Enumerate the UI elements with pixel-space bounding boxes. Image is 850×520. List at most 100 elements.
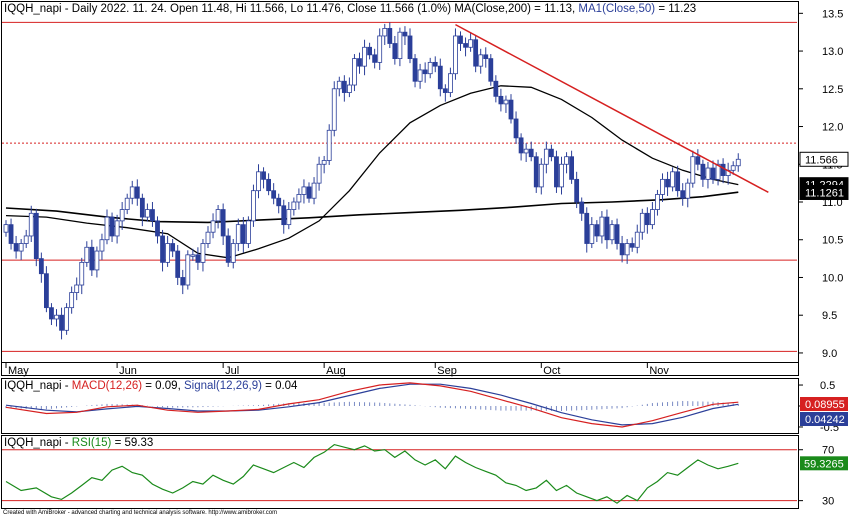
candle-body-79 — [402, 31, 408, 37]
candle-body-86 — [437, 65, 443, 90]
price-badge-box-2 — [799, 184, 849, 200]
rsi-panel-frame — [1, 435, 799, 509]
candle-body-140 — [710, 167, 716, 180]
x-tick-label-6: Nov — [649, 365, 669, 377]
candle-body-125 — [634, 231, 640, 248]
header-sep: - — [62, 3, 72, 15]
candle-body-69 — [352, 58, 357, 86]
candle-body-52 — [266, 178, 272, 192]
candle-body-25 — [129, 186, 135, 199]
candle-body-87 — [442, 88, 448, 93]
price-tick-label-1: 13.0 — [822, 46, 843, 58]
candle-body-29 — [150, 209, 155, 222]
rsi-tick-label-1: 30 — [822, 496, 834, 508]
candle-body-84 — [427, 61, 433, 75]
candle-body-20 — [104, 216, 110, 241]
candle-body-48 — [245, 220, 251, 244]
rsi-badge-box-0 — [800, 456, 848, 471]
macd-badge-box-1 — [800, 412, 848, 426]
candle-body-46 — [235, 224, 241, 244]
candle-body-65 — [331, 88, 337, 131]
rsi-header-symbol: IQQH_napi — [4, 437, 62, 449]
header-ma50-label: MA1(Close,50) — [578, 3, 655, 15]
candle-body-121 — [614, 224, 620, 244]
candle-body-94 — [478, 54, 484, 67]
candle-body-19 — [99, 239, 105, 252]
rsi-tick-label-0: 70 — [822, 445, 834, 457]
candle-body-72 — [367, 46, 373, 56]
rsi-axis: 70 30 — [798, 445, 834, 508]
candle-body-6 — [33, 212, 39, 260]
candle-body-101 — [513, 118, 519, 139]
candle-body-137 — [695, 156, 701, 165]
candle-body-28 — [144, 209, 150, 218]
macd-lines — [5, 382, 739, 428]
candle-body-76 — [387, 28, 393, 44]
candle-body-11 — [59, 314, 64, 331]
macd-tick-label-0: 0.5 — [820, 380, 835, 392]
candle-body-82 — [417, 69, 423, 82]
candle-body-55 — [281, 205, 287, 226]
macd-header: IQQH_napi - MACD(12,26) = 0.09, Signal(1… — [4, 380, 298, 392]
price-tick-label-9: 9.0 — [822, 348, 837, 360]
candle-body-110 — [559, 163, 564, 188]
candle-body-63 — [321, 160, 327, 165]
candle-body-49 — [251, 190, 256, 222]
candle-body-4 — [23, 235, 29, 244]
macd-badge-label-0: 0.08955 — [805, 399, 845, 411]
candle-body-118 — [599, 216, 605, 237]
candle-body-131 — [665, 178, 670, 188]
candle-body-34 — [175, 250, 181, 278]
candle-body-114 — [579, 201, 585, 214]
candle-body-107 — [543, 148, 549, 165]
candle-body-74 — [377, 35, 383, 63]
candle-body-3 — [18, 243, 24, 252]
candle-body-10 — [54, 314, 59, 320]
candle-body-37 — [190, 254, 196, 257]
candle-body-89 — [453, 35, 458, 75]
candle-body-2 — [13, 243, 19, 252]
x-tick-label-3: Aug — [326, 365, 346, 377]
macd-header-symbol: IQQH_napi — [4, 380, 62, 392]
price-tick-label-7: 10.0 — [822, 272, 843, 284]
candle-body-90 — [458, 35, 463, 44]
x-tick-label-4: Sep — [437, 365, 457, 377]
rsi-line — [5, 443, 739, 504]
candle-body-35 — [180, 277, 186, 286]
candle-body-16 — [84, 246, 90, 263]
rsi-header: IQQH_napi - RSI(15) = 59.33 — [4, 437, 153, 449]
candle-body-81 — [412, 58, 418, 82]
price-header: IQQH_napi - Daily 2022. 11. 24. Open 11.… — [4, 3, 696, 15]
candle-body-40 — [205, 231, 211, 244]
price-badge-box-0 — [799, 151, 849, 167]
candle-body-62 — [316, 163, 322, 184]
candle-body-14 — [74, 284, 80, 293]
candle-body-51 — [261, 171, 266, 180]
candle-body-8 — [44, 273, 49, 309]
ma50-line — [5, 85, 739, 259]
candle-body-47 — [240, 224, 246, 244]
candle-body-93 — [473, 39, 479, 67]
candle-body-13 — [69, 292, 75, 309]
candle-body-60 — [306, 186, 312, 199]
candle-body-97 — [493, 80, 499, 97]
candle-body-44 — [225, 235, 231, 263]
candle-body-38 — [195, 254, 201, 263]
candle-body-21 — [109, 216, 115, 237]
candle-body-83 — [422, 69, 428, 75]
candle-body-18 — [94, 250, 100, 271]
candle-body-141 — [715, 163, 721, 180]
macd-histogram — [5, 400, 739, 412]
candle-body-133 — [675, 171, 681, 192]
candle-body-96 — [488, 58, 494, 82]
price-axis: 13.513.012.512.011.511.010.510.09.59.0 — [798, 8, 843, 360]
candle-body-92 — [468, 39, 474, 48]
candle-body-71 — [362, 46, 367, 67]
rsi-levels — [2, 449, 797, 502]
moving-average-lines — [5, 85, 739, 259]
trendline-group — [455, 23, 769, 194]
macd-header-macd-value: = 0.09, — [142, 380, 184, 392]
candle-body-64 — [326, 129, 332, 161]
